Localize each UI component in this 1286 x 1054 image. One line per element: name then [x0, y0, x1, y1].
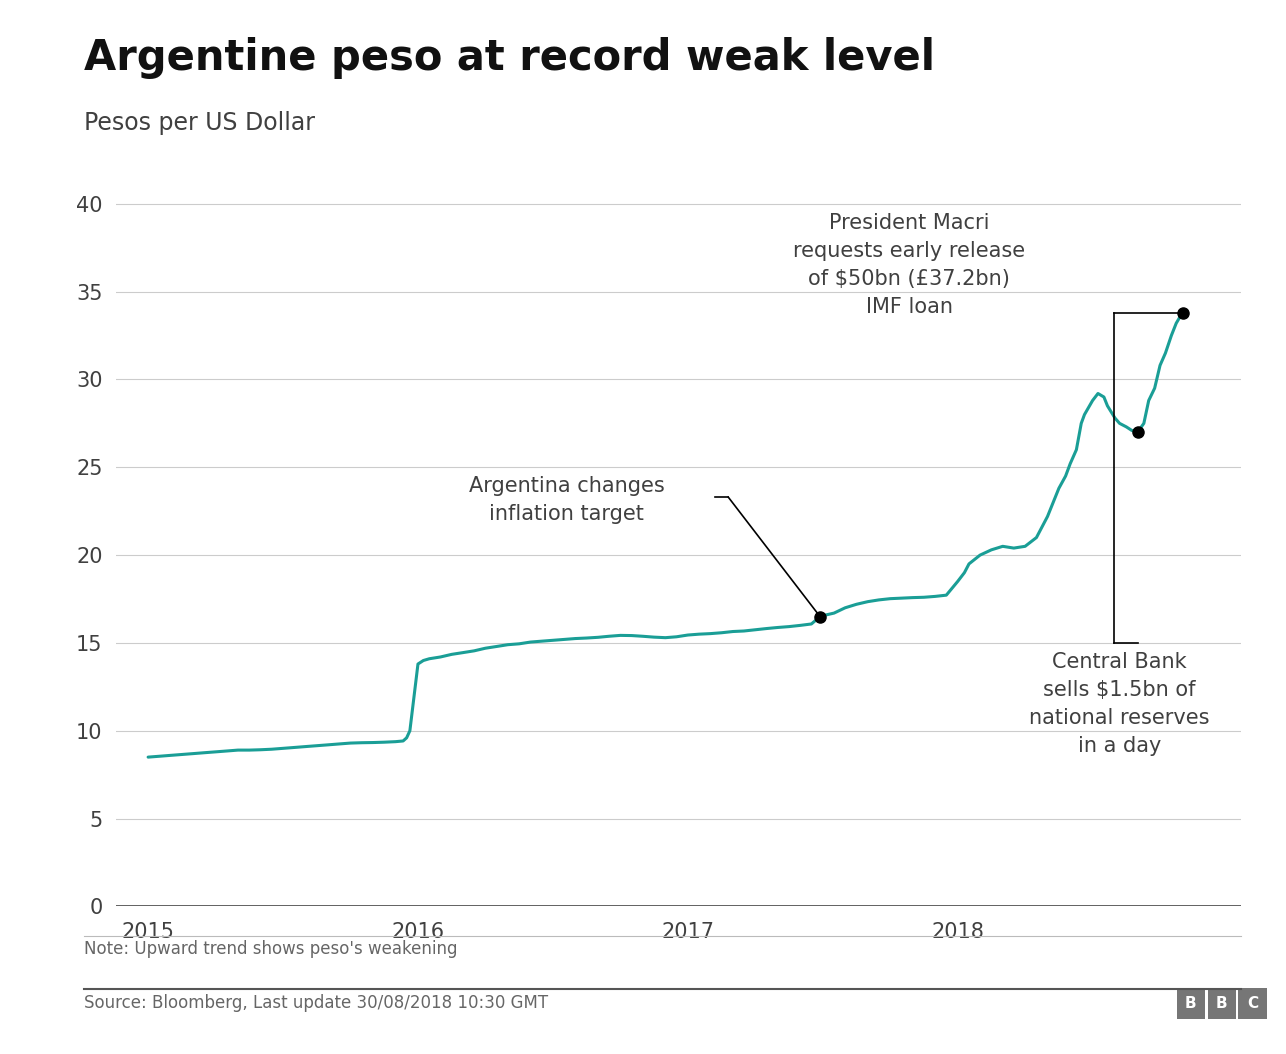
Text: Note: Upward trend shows peso's weakening: Note: Upward trend shows peso's weakenin… [84, 940, 457, 958]
Text: Central Bank
sells $1.5bn of
national reserves
in a day: Central Bank sells $1.5bn of national re… [1029, 651, 1210, 756]
Text: B: B [1184, 996, 1197, 1011]
Text: Argentina changes
inflation target: Argentina changes inflation target [468, 476, 665, 524]
Text: President Macri
requests early release
of $50bn (£37.2bn)
IMF loan: President Macri requests early release o… [793, 213, 1025, 316]
Text: B: B [1215, 996, 1228, 1011]
Text: C: C [1247, 996, 1258, 1011]
Text: Source: Bloomberg, Last update 30/08/2018 10:30 GMT: Source: Bloomberg, Last update 30/08/201… [84, 994, 548, 1012]
Text: Pesos per US Dollar: Pesos per US Dollar [84, 111, 315, 135]
Text: Argentine peso at record weak level: Argentine peso at record weak level [84, 37, 935, 79]
